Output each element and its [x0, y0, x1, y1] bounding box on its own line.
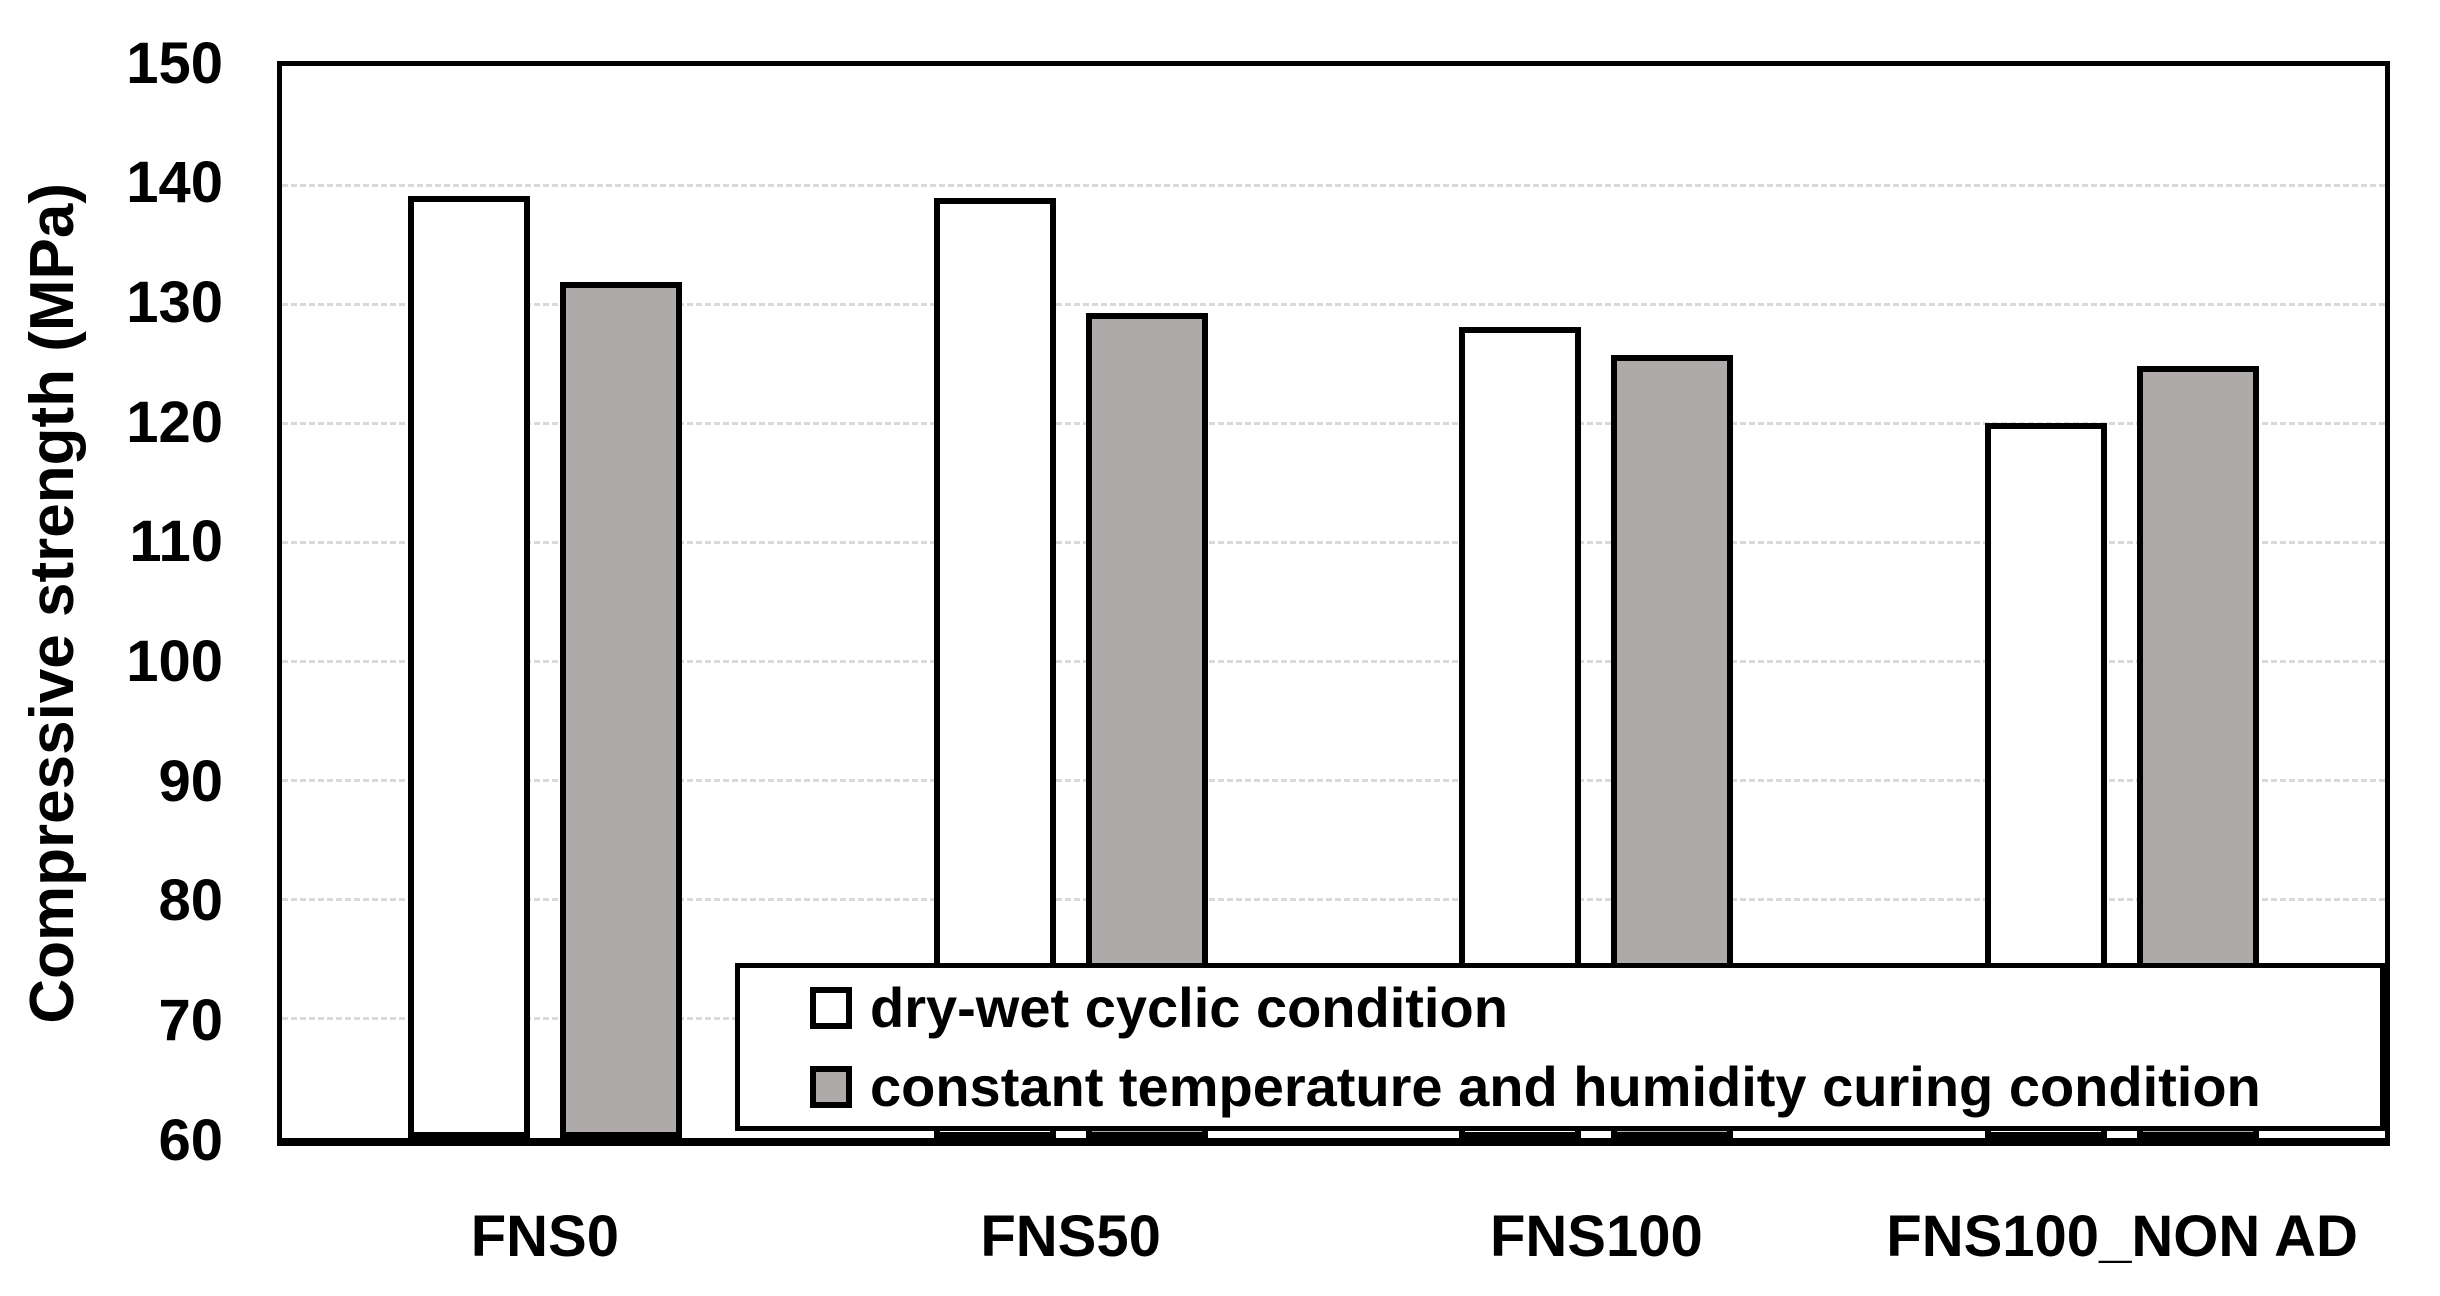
gridline-120 — [282, 421, 2385, 425]
y-tick-label-110: 110 — [129, 509, 223, 575]
gridline-130 — [282, 302, 2385, 306]
legend-row-dry-wet: dry-wet cyclic condition — [810, 975, 2380, 1039]
x-category-label-fns100: FNS100 — [1489, 1204, 1703, 1269]
x-axis-labels: FNS0 FNS50 FNS100 FNS100_NON AD — [0, 1205, 2440, 1285]
x-category-label-fns50: FNS50 — [980, 1204, 1161, 1269]
legend-row-constant-curing: constant temperature and humidity curing… — [810, 1054, 2380, 1118]
legend-swatch-dry-wet — [810, 986, 852, 1029]
y-tick-label-140: 140 — [126, 150, 223, 216]
y-tick-label-60: 60 — [158, 1107, 223, 1173]
gridline-90 — [282, 779, 2385, 783]
gridline-140 — [282, 183, 2385, 187]
gridline-110 — [282, 540, 2385, 544]
y-tick-label-70: 70 — [158, 987, 223, 1053]
legend-label-dry-wet: dry-wet cyclic condition — [870, 975, 1508, 1039]
y-tick-label-90: 90 — [158, 748, 223, 814]
y-tick-label-120: 120 — [126, 389, 223, 455]
x-category-label-fns100-non-ad: FNS100_NON AD — [1886, 1204, 2358, 1269]
x-category-label-fns0: FNS0 — [470, 1204, 620, 1269]
y-tick-label-100: 100 — [126, 628, 223, 694]
legend: dry-wet cyclic condition constant temper… — [735, 963, 2385, 1131]
legend-label-constant-curing: constant temperature and humidity curing… — [870, 1054, 2261, 1118]
bar-fns0-dry-wet — [407, 195, 530, 1138]
y-tick-label-80: 80 — [158, 868, 223, 934]
gridline-80 — [282, 898, 2385, 902]
gridline-100 — [282, 660, 2385, 664]
y-tick-label-150: 150 — [126, 30, 223, 96]
bar-fns0-constant-curing — [559, 281, 682, 1138]
legend-swatch-constant-curing — [810, 1065, 852, 1108]
y-tick-label-130: 130 — [126, 269, 223, 335]
y-axis-ticks: 150 140 130 120 110 100 90 80 70 60 — [0, 0, 253, 1296]
